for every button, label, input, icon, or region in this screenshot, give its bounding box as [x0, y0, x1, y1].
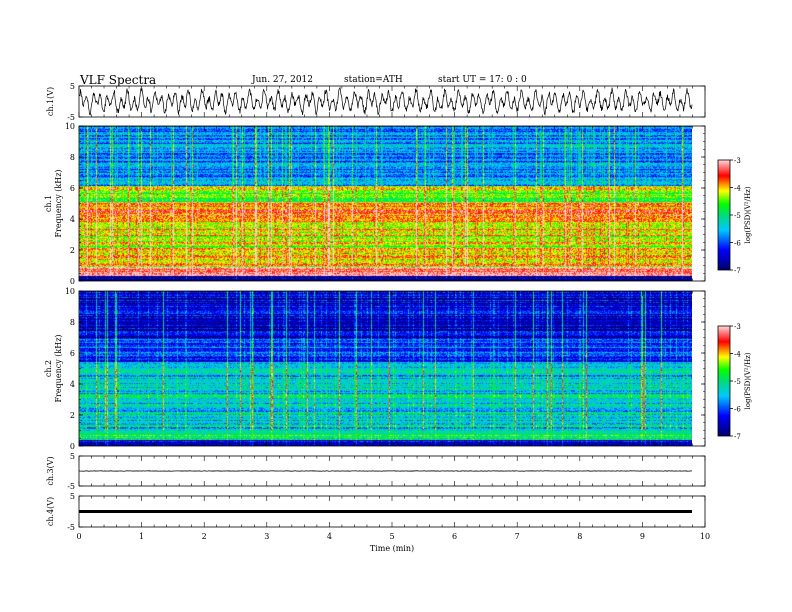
colorbar-tick-label-ch2: -6 — [734, 406, 741, 414]
start-time-label: start UT = 17: 0 : 0 — [438, 75, 527, 85]
spectrogram-ch1 — [79, 126, 692, 281]
y-axis-label-panel-4: ch.3(V) — [46, 456, 55, 485]
colorbar-tick-label-ch1: -5 — [734, 212, 741, 220]
y-axis-label-panel-3: Frequency (kHz) — [54, 334, 63, 402]
y-tick-label-panel-2: 10 — [65, 122, 75, 131]
x-tick-label: 5 — [389, 532, 394, 541]
colorbar-ch1 — [718, 160, 730, 270]
x-tick-label: 2 — [202, 532, 207, 541]
colorbar-label-ch1: log(PSD)(V²/Hz) — [744, 186, 752, 243]
y-tick-label-panel-2: 0 — [70, 277, 75, 286]
colorbar-label-ch2: log(PSD)(V²/Hz) — [744, 352, 752, 409]
x-tick-label: 0 — [76, 532, 81, 541]
y-tick-label-panel-2: 8 — [70, 153, 75, 162]
date-label: Jun. 27, 2012 — [252, 75, 314, 85]
colorbar-tick-label-ch1: -3 — [734, 157, 741, 165]
y-tick-label-panel-1: 5 — [70, 82, 75, 91]
y-tick-label-panel-2: 2 — [70, 246, 75, 255]
x-tick-label: 4 — [327, 532, 332, 541]
y-axis-label-panel-5: ch.4(V) — [46, 497, 55, 526]
y-tick-label-panel-3: 2 — [70, 411, 75, 420]
colorbar-tick-label-ch2: -7 — [734, 433, 741, 441]
y-tick-label-panel-5: -5 — [67, 523, 75, 532]
y-tick-label-panel-4: 5 — [70, 452, 75, 461]
x-tick-label: 10 — [700, 532, 710, 541]
plot-title: VLF Spectra — [80, 73, 157, 87]
colorbar-tick-label-ch1: -4 — [734, 185, 741, 193]
spectrogram-ch2 — [79, 291, 692, 446]
y-tick-label-panel-5: 5 — [70, 492, 75, 501]
y-tick-label-panel-1: -5 — [67, 113, 75, 122]
colorbar-tick-label-ch2: -3 — [734, 323, 741, 331]
colorbar-tick-label-ch2: -4 — [734, 351, 741, 359]
y-tick-label-panel-4: -5 — [67, 482, 75, 491]
x-tick-label: 6 — [452, 532, 457, 541]
x-tick-label: 7 — [515, 532, 520, 541]
colorbar-ch2 — [718, 326, 730, 436]
colorbar-tick-label-ch1: -7 — [734, 267, 741, 275]
y-tick-label-panel-3: 10 — [65, 287, 75, 296]
y-tick-label-panel-2: 6 — [70, 184, 75, 193]
channel-label-panel-2: ch.1 — [44, 195, 53, 212]
x-tick-label: 1 — [139, 532, 144, 541]
x-tick-label: 9 — [640, 532, 645, 541]
y-axis-label-panel-2: Frequency (kHz) — [54, 169, 63, 237]
y-tick-label-panel-2: 4 — [70, 215, 75, 224]
y-tick-label-panel-3: 6 — [70, 349, 75, 358]
colorbar-tick-label-ch2: -5 — [734, 378, 741, 386]
station-label: station=ATH — [344, 75, 403, 85]
y-tick-label-panel-3: 8 — [70, 318, 75, 327]
channel-label-panel-3: ch.2 — [44, 360, 53, 377]
x-tick-label: 3 — [264, 532, 269, 541]
x-axis-label: Time (min) — [370, 544, 414, 553]
colorbar-tick-label-ch1: -6 — [734, 240, 741, 248]
y-tick-label-panel-3: 0 — [70, 442, 75, 451]
y-tick-label-panel-3: 4 — [70, 380, 75, 389]
x-tick-label: 8 — [577, 532, 582, 541]
y-axis-label-panel-1: ch.1(V) — [46, 87, 55, 116]
ch1-waveform-line — [79, 86, 693, 116]
